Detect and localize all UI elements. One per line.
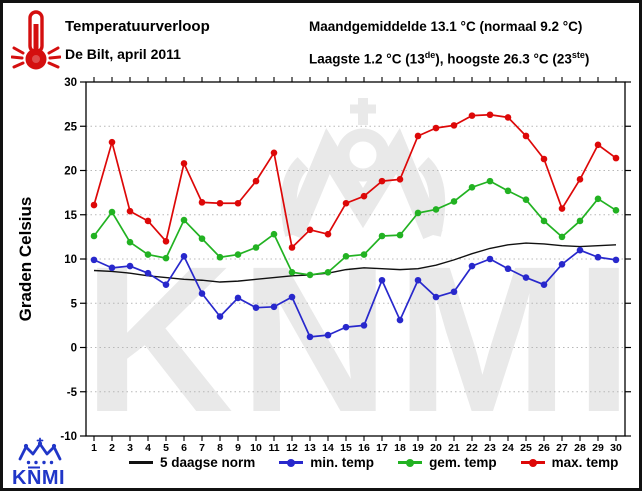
x-tick-label: 30: [610, 442, 622, 454]
thermometer-icon: [11, 10, 61, 70]
plot-frame: [85, 81, 626, 437]
x-tick-label: 24: [502, 442, 514, 454]
y-axis-title: Graden Celsius: [16, 197, 35, 322]
x-tick-label: 27: [556, 442, 568, 454]
stats-line-1: Maandgemiddelde 13.1 °C (normaal 9.2 °C): [309, 19, 583, 34]
x-tick-label: 13: [304, 442, 316, 454]
y-tick-label: 25: [64, 121, 77, 133]
x-tick-label: 23: [484, 442, 496, 454]
x-tick-label: 11: [268, 442, 279, 454]
legend-label-norm: 5 daagse norm: [160, 455, 256, 470]
x-tick-label: 10: [250, 442, 262, 454]
y-tick-label: 10: [64, 254, 77, 266]
knmi-watermark: KNMI: [83, 98, 638, 456]
x-tick-label: 15: [340, 442, 352, 454]
stats-line-2: Laagste 1.2 °C (13de), hoogste 26.3 °C (…: [309, 41, 639, 74]
header-titles: Temperatuurverloop De Bilt, april 2011: [65, 13, 210, 67]
legend-item-min-temp: min. temp: [279, 455, 374, 470]
legend-label-max-temp: max. temp: [551, 455, 619, 470]
series-gem-temp: [90, 177, 620, 279]
legend-sample-min-temp: [279, 458, 304, 467]
stats-line-2-sup1: de: [424, 50, 436, 60]
x-tick-label: 19: [412, 442, 424, 454]
x-tick-label: 6: [181, 442, 187, 454]
stats-line-2-part1: Laagste 1.2 °C (13: [309, 51, 425, 67]
x-tick-label: 12: [286, 442, 298, 454]
legend-label-min-temp: min. temp: [310, 455, 375, 470]
knmi-crown-icon: KNMI: [12, 437, 65, 488]
knmi-logo: KNMI: [11, 437, 71, 488]
x-tick-label: 16: [358, 442, 370, 454]
legend-label-gem-temp: gem. temp: [429, 455, 497, 470]
legend-sample-max-temp: [520, 458, 545, 467]
y-axis: 30 25 20 15 10 5 0 -5 -10: [60, 77, 631, 443]
legend-item-max-temp: max. temp: [520, 455, 619, 470]
x-tick-label: 2: [109, 442, 115, 454]
page-subtitle: De Bilt, april 2011: [65, 46, 181, 62]
header-stats: Maandgemiddelde 13.1 °C (normaal 9.2 °C)…: [309, 13, 639, 74]
y-tick-label: 0: [71, 343, 77, 355]
legend-sample-norm-line: [129, 461, 153, 464]
y-tick-label: -10: [60, 431, 77, 443]
stats-line-2-sup2: ste: [571, 50, 585, 60]
knmi-logo-text: KNMI: [12, 467, 65, 487]
x-tick-label: 1: [91, 442, 97, 454]
x-tick-label: 21: [448, 442, 460, 454]
chart-legend: 5 daagse norm min. temp gem. temp max. t…: [129, 455, 618, 470]
x-tick-label: 20: [430, 442, 442, 454]
x-tick-label: 28: [574, 442, 586, 454]
x-tick-label: 8: [217, 442, 223, 454]
x-tick-label: 7: [199, 442, 205, 454]
y-tick-label: -5: [67, 387, 78, 399]
series-max-temp: [90, 111, 620, 251]
x-tick-label: 29: [592, 442, 604, 454]
y-tick-label: 20: [64, 166, 77, 178]
x-tick-label: 4: [145, 442, 151, 454]
y-tick-label: 15: [64, 210, 77, 222]
legend-item-gem-temp: gem. temp: [398, 455, 497, 470]
y-tick-label: 5: [71, 298, 78, 310]
x-tick-label: 14: [322, 442, 334, 454]
x-tick-label: 9: [235, 442, 241, 454]
x-tick-label: 5: [163, 442, 169, 454]
y-tick-label: 30: [64, 77, 77, 89]
stats-line-2-part3: ): [584, 51, 590, 67]
knmi-watermark-text: KNMI: [83, 224, 638, 456]
page-title: Temperatuurverloop: [65, 18, 210, 35]
legend-sample-gem-temp: [398, 458, 423, 467]
x-tick-label: 25: [520, 442, 532, 454]
x-tick-label: 22: [466, 442, 478, 454]
x-tick-label: 17: [376, 442, 388, 454]
x-tick-label: 26: [538, 442, 550, 454]
legend-item-norm: 5 daagse norm: [129, 455, 255, 470]
series-daagse-norm: [93, 242, 617, 283]
x-tick-label: 3: [127, 442, 133, 454]
stats-line-2-part2: ), hoogste 26.3 °C (23: [435, 51, 572, 67]
x-tick-label: 18: [394, 442, 406, 454]
x-axis: 1 2 3 4 5 6 7 8 9 10 11 12 13 14 15 16 17 18 19 20 21 22 23 24 2…: [91, 77, 622, 454]
series-min-temp: [90, 246, 620, 341]
